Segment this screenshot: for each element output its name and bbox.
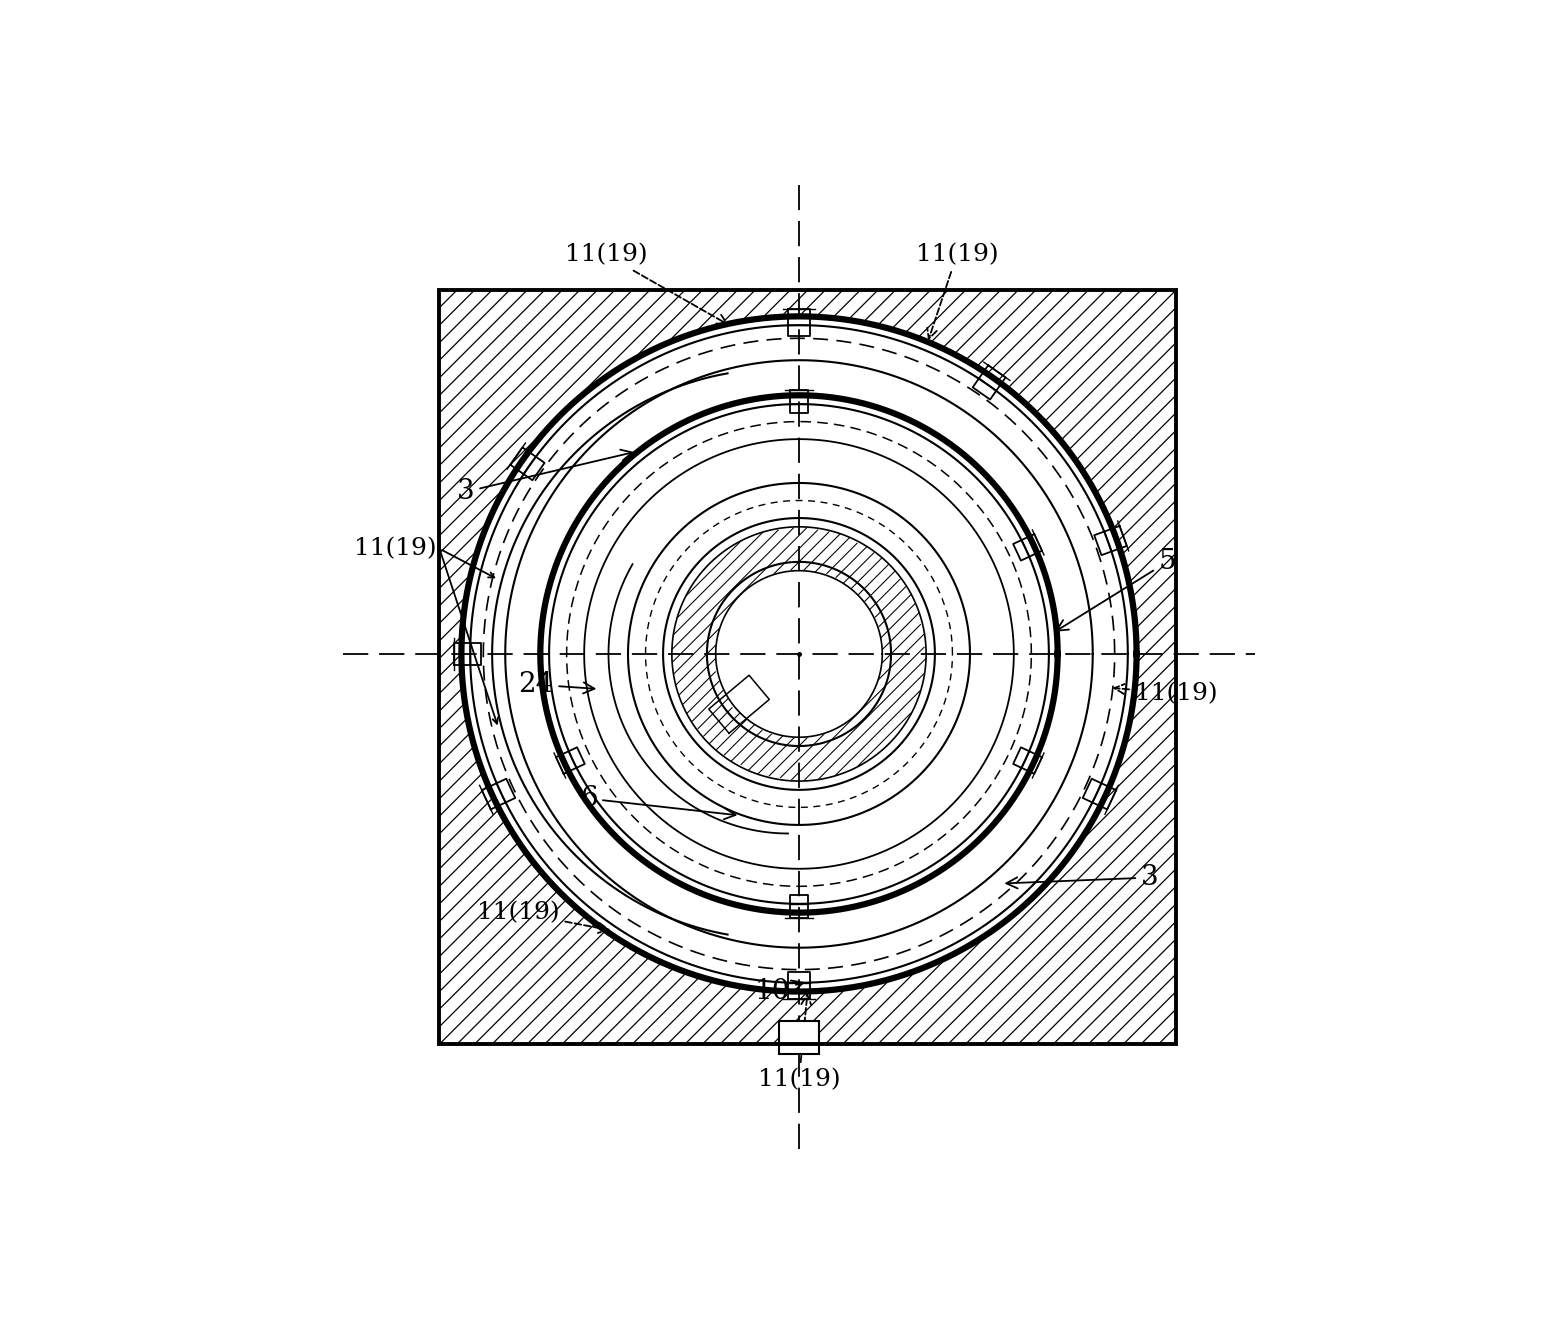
Bar [780, 1021, 818, 1054]
Text: 6: 6 [580, 785, 736, 819]
Circle shape [461, 317, 1137, 991]
Text: 3: 3 [1007, 864, 1158, 892]
Text: 11(19): 11(19) [477, 901, 608, 933]
Bar [440, 291, 1175, 1044]
Text: 3: 3 [457, 449, 633, 505]
Text: 24: 24 [518, 671, 594, 697]
Bar [440, 291, 1175, 1044]
Text: 11(19): 11(19) [758, 995, 840, 1091]
Text: 5: 5 [1057, 548, 1175, 630]
Text: 11(19): 11(19) [915, 243, 998, 338]
Text: 11(19): 11(19) [564, 243, 728, 324]
Text: 10: 10 [755, 978, 803, 1005]
Text: 11(19): 11(19) [354, 538, 437, 560]
Text: 11(19): 11(19) [1115, 682, 1218, 705]
